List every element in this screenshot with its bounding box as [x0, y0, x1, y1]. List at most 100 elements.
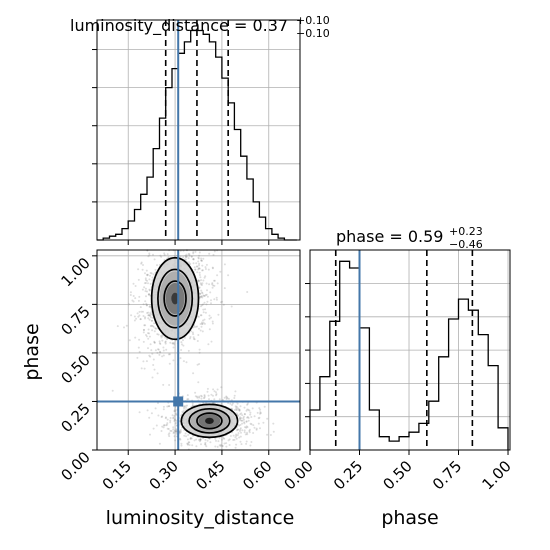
scatter-point: [151, 319, 153, 322]
scatter-point: [201, 264, 204, 267]
scatter-point: [212, 253, 215, 256]
scatter-point: [201, 330, 204, 333]
scatter-point: [210, 316, 212, 319]
scatter-point: [142, 264, 144, 266]
scatter-point: [241, 429, 244, 432]
scatter-xtick-label-2: 0.45: [192, 457, 228, 493]
scatter-point: [183, 434, 186, 437]
scatter-point: [143, 286, 146, 289]
scatter-point: [252, 432, 255, 434]
scatter-point: [183, 405, 186, 408]
scatter-point: [166, 405, 169, 408]
scatter-point: [195, 445, 198, 448]
scatter-point: [175, 412, 177, 415]
scatter-point: [173, 343, 176, 346]
scatter-point: [174, 439, 177, 442]
scatter-point: [204, 275, 207, 278]
scatter-point: [179, 357, 182, 360]
scatter-point: [199, 295, 202, 298]
scatter-point: [200, 259, 203, 262]
scatter-point: [144, 316, 147, 319]
scatter-point: [199, 282, 202, 285]
scatter-point: [137, 299, 140, 302]
scatter-point: [206, 390, 209, 393]
scatter-point: [167, 256, 170, 259]
scatter-point: [144, 290, 147, 293]
scatter-point: [147, 311, 150, 314]
scatter-point: [179, 430, 182, 433]
scatter-point: [192, 251, 195, 254]
scatter-point: [162, 349, 165, 352]
scatter-point: [210, 299, 212, 302]
scatter-point: [146, 290, 148, 293]
scatter-point: [202, 257, 205, 260]
scatter-point: [151, 376, 154, 379]
scatter-point: [193, 266, 196, 269]
scatter-point: [189, 262, 192, 265]
scatter-point: [145, 335, 148, 338]
scatter-point: [206, 387, 209, 390]
scatter-point: [246, 426, 249, 429]
scatter-point: [269, 434, 272, 436]
scatter-point: [190, 330, 193, 333]
scatter-point: [166, 422, 169, 425]
scatter-point: [192, 258, 195, 261]
scatter-point: [168, 353, 171, 356]
scatter-point: [246, 402, 249, 405]
scatter-point: [258, 416, 261, 419]
scatter-point: [180, 442, 183, 445]
scatter-point: [201, 323, 204, 326]
scatter-point: [154, 268, 157, 271]
scatter-point: [145, 282, 147, 284]
scatter-point: [170, 430, 173, 432]
scatter-point: [249, 411, 252, 414]
scatter-point: [172, 359, 175, 362]
scatter-point: [142, 328, 145, 331]
scatter-point: [146, 279, 149, 282]
scatter-point: [162, 354, 165, 357]
scatter-point: [237, 408, 240, 411]
scatter-point: [168, 405, 171, 408]
scatter-point: [148, 254, 151, 257]
scatter-point: [156, 333, 159, 336]
hist-phase-frame: [309, 249, 511, 451]
scatter-point: [148, 289, 151, 292]
scatter-point: [148, 252, 151, 255]
scatter-point: [147, 337, 150, 340]
scatter-point: [183, 336, 186, 339]
scatter-point: [137, 315, 140, 318]
scatter-point: [160, 255, 163, 258]
scatter-point: [225, 442, 228, 445]
scatter-point: [134, 336, 137, 339]
scatter-ytick-label-1: 0.25: [57, 400, 93, 436]
hist-phase-xtick-label-3: 0.75: [429, 457, 465, 493]
scatter-point: [249, 422, 252, 425]
density-fill-mode-0-3: [171, 292, 179, 305]
scatter-point: [263, 405, 266, 408]
scatter-point: [220, 301, 222, 304]
scatter-point: [147, 314, 150, 317]
scatter-point: [198, 267, 201, 270]
scatter-point: [240, 443, 243, 446]
scatter-point: [148, 416, 151, 419]
scatter-point: [192, 333, 195, 336]
scatter-point: [186, 394, 189, 397]
scatter-point: [200, 279, 203, 282]
scatter-point: [201, 269, 204, 272]
scatter-point: [239, 413, 242, 416]
scatter-point: [197, 334, 200, 336]
scatter-point: [209, 441, 212, 444]
scatter-point: [168, 432, 171, 435]
scatter-point: [259, 412, 261, 415]
scatter-point: [235, 407, 238, 410]
scatter-point: [199, 438, 202, 441]
scatter-point: [238, 436, 241, 439]
scatter-point: [154, 407, 157, 410]
contour-line-mode-1-2: [196, 412, 223, 430]
scatter-point: [208, 317, 211, 320]
scatter-point: [187, 349, 190, 352]
scatter-point: [156, 372, 159, 375]
scatter-point: [144, 287, 147, 290]
scatter-point: [163, 252, 166, 255]
